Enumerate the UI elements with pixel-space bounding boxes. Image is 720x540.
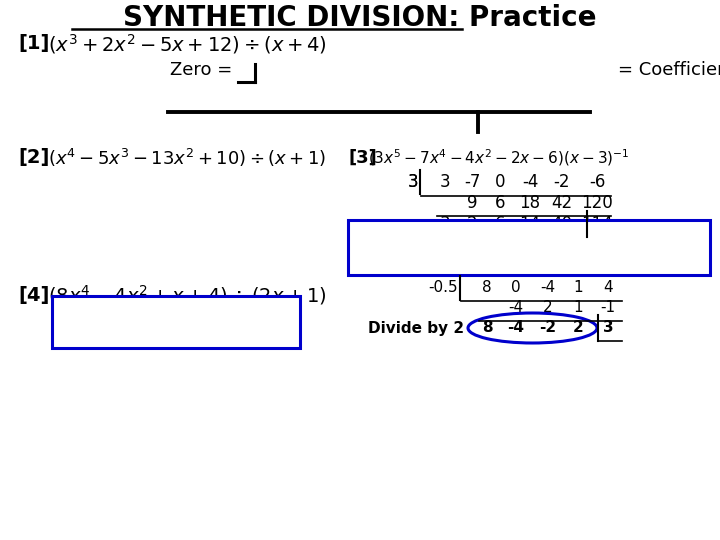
Text: 3: 3: [408, 173, 418, 191]
Text: -2: -2: [554, 173, 570, 191]
Text: = Coefficients: = Coefficients: [618, 61, 720, 79]
Text: 4: 4: [603, 280, 613, 295]
Text: 18: 18: [519, 194, 541, 212]
Text: $(8x^4-4x^2+x+4)\div(2x+1)$: $(8x^4-4x^2+x+4)\div(2x+1)$: [48, 283, 327, 307]
Text: [1]: [1]: [18, 35, 50, 53]
Text: $4x^3-2x^2-x+1+\dfrac{3}{2x+1}$: $4x^3-2x^2-x+1+\dfrac{3}{2x+1}$: [69, 305, 283, 340]
Text: 40: 40: [552, 215, 572, 233]
Text: -6: -6: [589, 173, 606, 191]
Text: 2: 2: [572, 321, 583, 335]
Text: 114: 114: [581, 215, 613, 233]
Text: 9: 9: [467, 194, 477, 212]
Text: 14: 14: [519, 215, 541, 233]
Text: $(3x^5-7x^4-4x^2-2x-6)(x-3)^{-1}$: $(3x^5-7x^4-4x^2-2x-6)(x-3)^{-1}$: [368, 147, 629, 168]
Text: 3: 3: [603, 321, 613, 335]
Text: -7: -7: [464, 173, 480, 191]
Text: -1: -1: [600, 300, 616, 315]
Text: 3: 3: [440, 173, 450, 191]
Text: 0: 0: [511, 280, 521, 295]
Text: 8: 8: [482, 321, 492, 335]
Text: 0: 0: [495, 173, 505, 191]
Text: -4: -4: [508, 321, 524, 335]
Text: [4]: [4]: [18, 286, 50, 305]
Text: [2]: [2]: [18, 148, 50, 167]
Text: 8: 8: [482, 280, 492, 295]
Text: -2: -2: [539, 321, 557, 335]
Text: Divide by 2: Divide by 2: [368, 321, 464, 335]
Text: 3: 3: [440, 215, 450, 233]
Text: $(x^3+2x^2-5x+12)\div(x+4)$: $(x^3+2x^2-5x+12)\div(x+4)$: [48, 32, 327, 56]
Text: 6: 6: [495, 194, 505, 212]
Text: -4: -4: [508, 300, 523, 315]
Text: $(x^4-5x^3-13x^2+10)\div(x+1)$: $(x^4-5x^3-13x^2+10)\div(x+1)$: [48, 147, 326, 169]
Text: 2: 2: [543, 300, 553, 315]
Text: 3: 3: [408, 173, 418, 191]
Text: 1: 1: [573, 300, 582, 315]
Text: -4: -4: [522, 173, 538, 191]
Text: 1: 1: [573, 280, 582, 295]
Text: Zero =: Zero =: [170, 61, 233, 79]
Text: 120: 120: [581, 194, 613, 212]
Text: 42: 42: [552, 194, 572, 212]
Text: -4: -4: [541, 280, 556, 295]
Text: $3x^4+2x^3+6x^2+14x+40+\dfrac{114}{x-3}$: $3x^4+2x^3+6x^2+14x+40+\dfrac{114}{x-3}$: [388, 231, 672, 266]
Text: [3]: [3]: [348, 149, 377, 167]
Text: -0.5: -0.5: [428, 280, 458, 295]
Text: 6: 6: [495, 215, 505, 233]
Text: 2: 2: [467, 215, 477, 233]
Text: SYNTHETIC DIVISION: Practice: SYNTHETIC DIVISION: Practice: [123, 4, 597, 32]
